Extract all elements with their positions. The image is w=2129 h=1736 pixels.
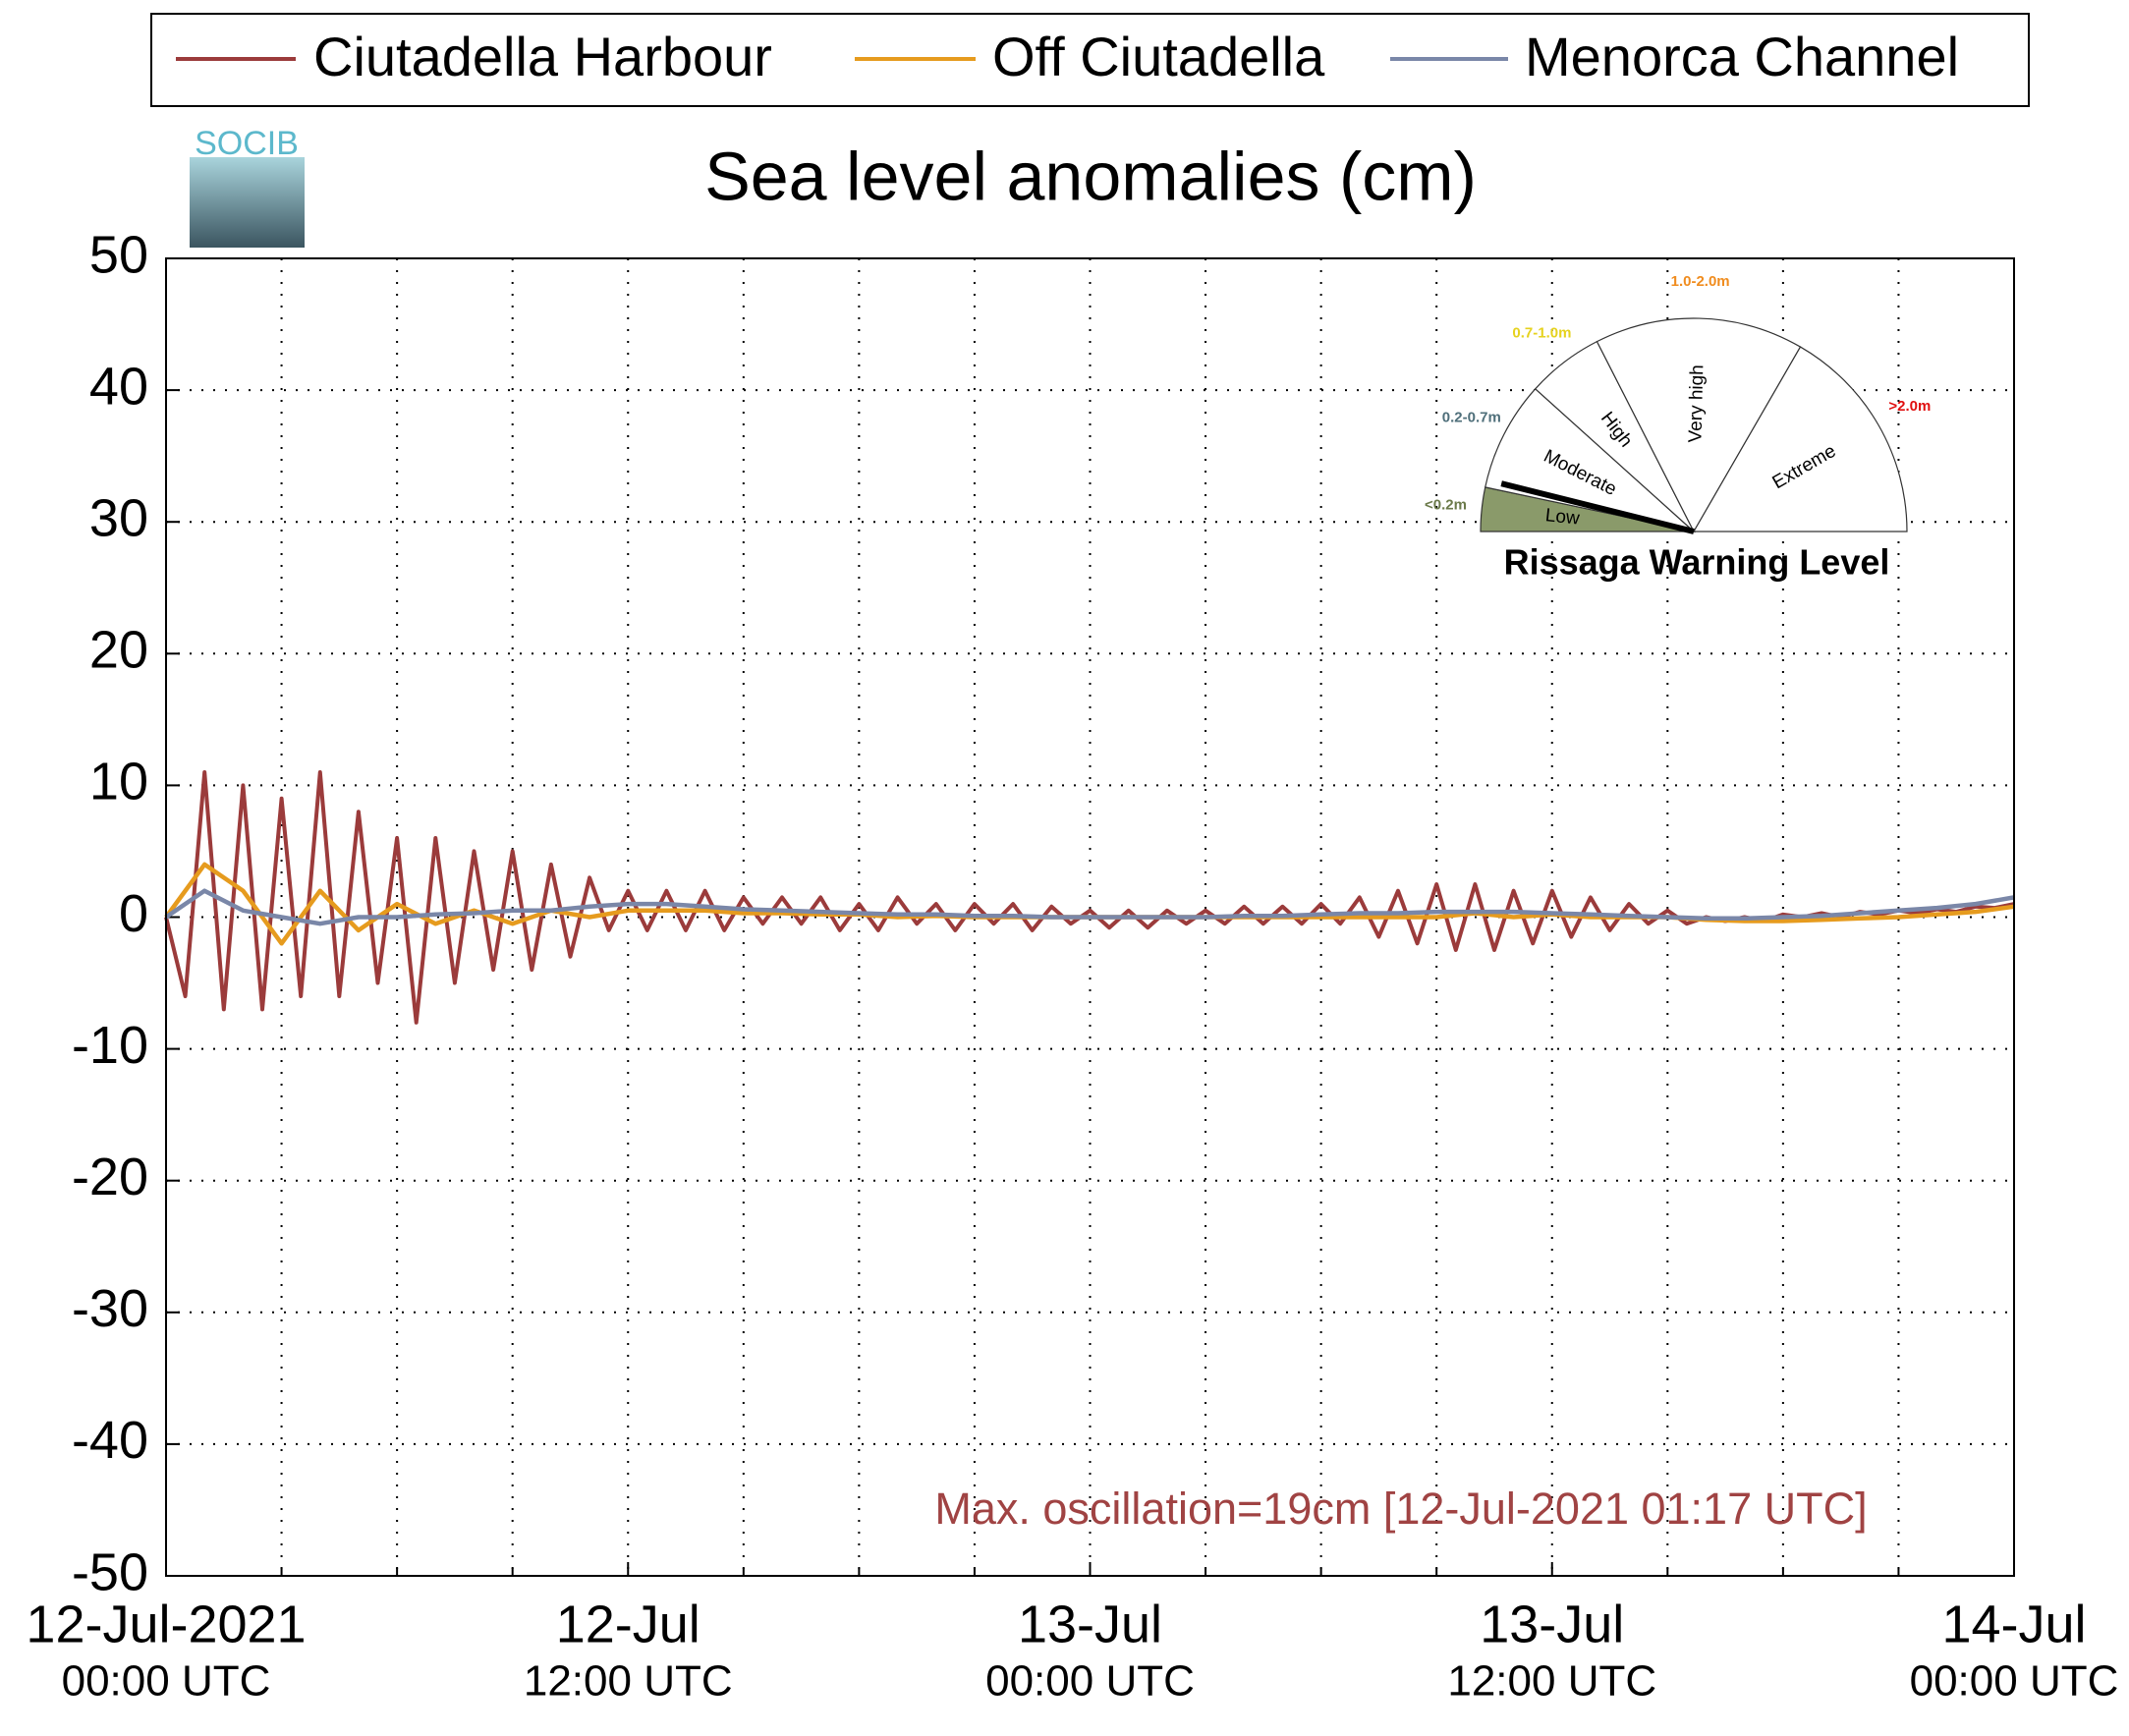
y-tick-label: 40 <box>89 357 148 416</box>
y-tick-label: -10 <box>72 1016 148 1075</box>
gauge-level-range: 0.2-0.7m <box>1442 410 1501 426</box>
logo-text: SOCIB <box>195 125 299 162</box>
x-tick-label: 00:00 UTC <box>1910 1657 2119 1706</box>
y-tick-label: 30 <box>89 488 148 547</box>
y-tick-label: -50 <box>72 1542 148 1601</box>
gauge-needle <box>1500 480 1695 534</box>
plot-frame <box>165 257 2015 1577</box>
x-tick-label: 13-Jul <box>1018 1595 1162 1653</box>
annotation: Max. oscillation=19cm [12-Jul-2021 01:17… <box>934 1484 1867 1534</box>
chart-title: Sea level anomalies (cm) <box>704 138 1477 214</box>
grid <box>165 257 2015 1577</box>
gauge-sector <box>1485 387 1697 533</box>
x-tick-label: 12-Jul-2021 <box>26 1595 306 1653</box>
gauge-level-name: Low <box>1544 505 1581 530</box>
x-tick-label: 12:00 UTC <box>524 1657 733 1706</box>
gauge-level-name: Very high <box>1685 364 1708 443</box>
x-tick-label: 13-Jul <box>1480 1595 1624 1653</box>
gauge-sector <box>1692 346 1908 532</box>
x-tick-label: 12:00 UTC <box>1447 1657 1656 1706</box>
legend-label: Menorca Channel <box>1525 26 1959 87</box>
y-tick-label: 20 <box>89 621 148 680</box>
x-tick-label: 12-Jul <box>556 1595 700 1653</box>
gauge-sector <box>1596 317 1802 533</box>
y-tick-label: 0 <box>119 884 148 943</box>
x-tick-label: 00:00 UTC <box>985 1657 1195 1706</box>
y-tick-label: 10 <box>89 753 148 812</box>
legend-label: Off Ciutadella <box>992 26 1325 87</box>
y-tick-label: -40 <box>72 1411 148 1470</box>
y-tick-label: -20 <box>72 1148 148 1206</box>
y-tick-label: -30 <box>72 1279 148 1338</box>
logo-graphic <box>190 157 305 248</box>
gauge-level-range: <0.2m <box>1425 496 1467 513</box>
gauge-level-range: 1.0-2.0m <box>1671 273 1730 290</box>
x-tick-label: 00:00 UTC <box>62 1657 271 1706</box>
gauge-level-range: >2.0m <box>1888 398 1931 415</box>
y-tick-label: 50 <box>89 225 148 284</box>
gauge-level-range: 0.7-1.0m <box>1512 325 1571 342</box>
lines <box>164 770 2015 1025</box>
x-tick-label: 14-Jul <box>1941 1595 2086 1653</box>
gauge-title: Rissaga Warning Level <box>1504 542 1890 583</box>
series-line <box>164 888 2015 926</box>
legend-label: Ciutadella Harbour <box>313 26 772 87</box>
legend-box <box>150 13 2030 107</box>
